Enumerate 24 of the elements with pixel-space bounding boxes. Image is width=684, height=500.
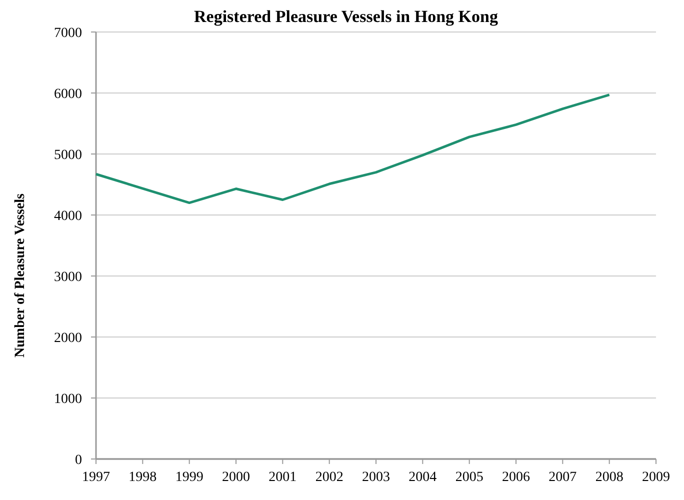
y-tick-label: 2000 [54, 331, 82, 346]
x-tick-label: 2003 [362, 470, 390, 485]
x-tick-label: 2009 [642, 470, 670, 485]
chart-title: Registered Pleasure Vessels in Hong Kong [194, 7, 498, 26]
y-tick-label: 0 [75, 453, 82, 468]
y-tick-label: 4000 [54, 209, 82, 224]
x-tick-label: 2006 [502, 470, 530, 485]
x-tick-label: 2008 [595, 470, 624, 485]
y-tick-label: 7000 [54, 26, 82, 41]
y-tick-label: 1000 [54, 392, 82, 407]
y-tick-label: 6000 [54, 87, 82, 102]
y-axis-title: Number of Pleasure Vessels [13, 192, 28, 358]
x-tick-label: 2000 [222, 470, 250, 485]
x-tick-label: 1999 [175, 470, 204, 485]
x-tick-label: 2007 [548, 470, 577, 485]
line-series [94, 94, 611, 204]
x-tick-label: 2005 [455, 470, 484, 485]
x-tick-label: 1997 [82, 470, 110, 485]
y-tick-label: 3000 [54, 270, 82, 285]
x-tick-label: 2004 [408, 470, 437, 485]
x-tick-label: 2002 [315, 470, 344, 485]
y-tick-label: 5000 [54, 148, 82, 163]
x-tick-label: 1998 [128, 470, 157, 485]
x-tick-label: 2001 [268, 470, 297, 485]
